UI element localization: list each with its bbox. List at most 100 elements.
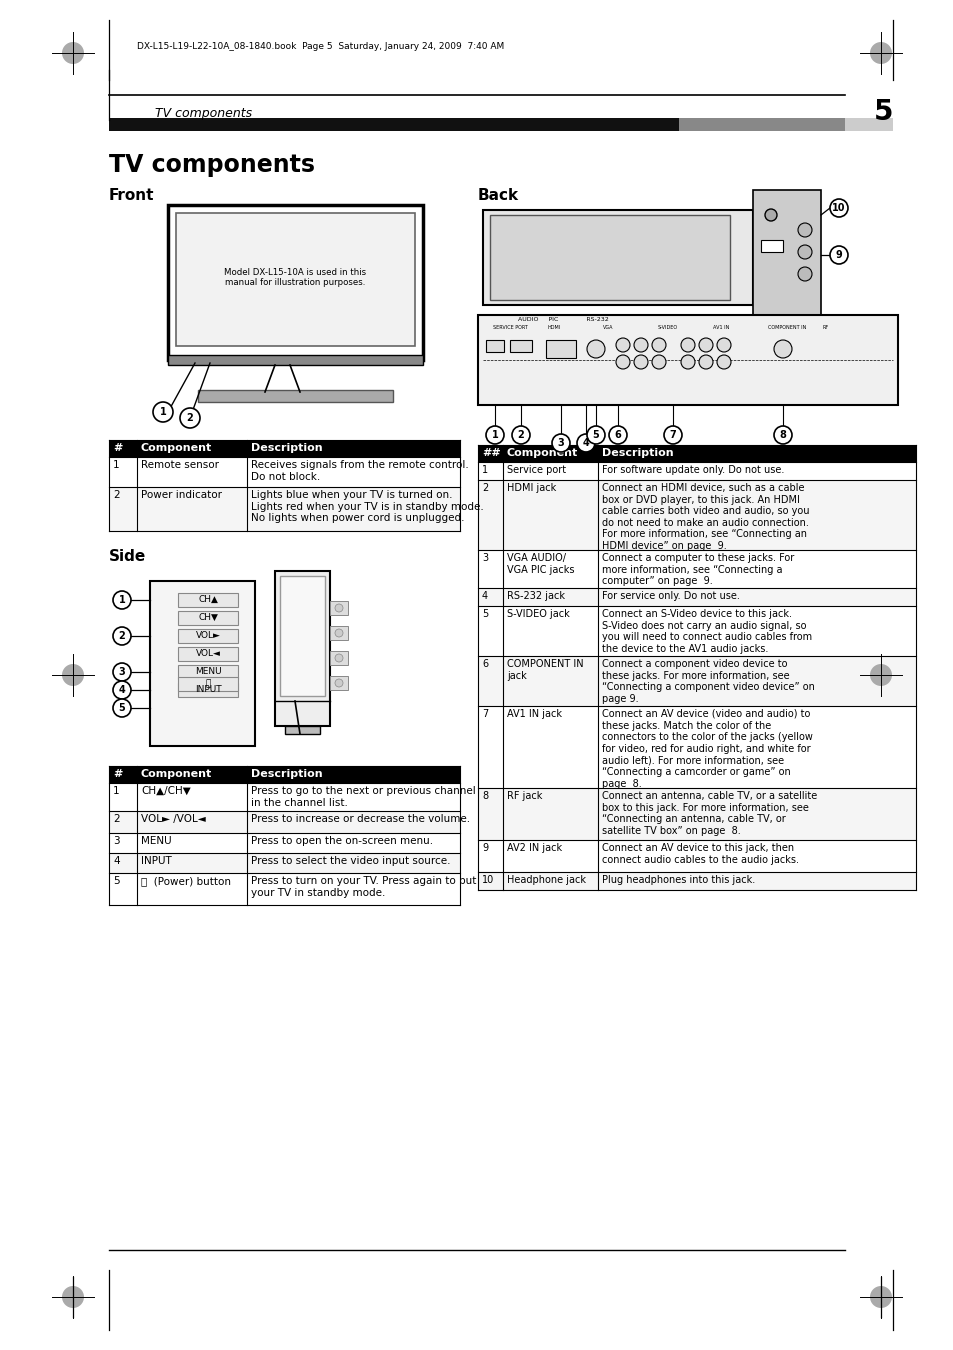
Text: 4: 4 — [582, 437, 589, 448]
Text: For software update only. Do not use.: For software update only. Do not use. — [601, 464, 783, 475]
Text: Description: Description — [601, 448, 673, 458]
Text: 1: 1 — [491, 431, 497, 440]
Bar — [330, 676, 348, 690]
Text: 3: 3 — [112, 836, 119, 846]
Circle shape — [634, 355, 647, 369]
Bar — [510, 340, 532, 352]
Circle shape — [717, 338, 730, 352]
Text: Side: Side — [109, 549, 146, 564]
Text: Headphone jack: Headphone jack — [506, 875, 585, 886]
Bar — [109, 853, 459, 873]
Bar — [477, 706, 915, 788]
Text: AV1 IN jack: AV1 IN jack — [506, 709, 561, 720]
Circle shape — [112, 680, 131, 699]
Circle shape — [62, 42, 84, 63]
Circle shape — [699, 338, 712, 352]
Bar — [109, 458, 459, 487]
Text: Component: Component — [141, 769, 212, 779]
Text: Connect a computer to these jacks. For
more information, see “Connecting a
compu: Connect a computer to these jacks. For m… — [601, 554, 794, 586]
Bar — [545, 340, 576, 358]
Circle shape — [797, 223, 811, 238]
Text: Connect an antenna, cable TV, or a satellite
box to this jack. For more informat: Connect an antenna, cable TV, or a satel… — [601, 791, 817, 836]
Text: 10: 10 — [831, 202, 845, 213]
Text: Connect an S-Video device to this jack.
S-Video does not carry an audio signal, : Connect an S-Video device to this jack. … — [601, 609, 811, 653]
Text: DX-L15-L19-L22-10A_08-1840.book  Page 5  Saturday, January 24, 2009  7:40 AM: DX-L15-L19-L22-10A_08-1840.book Page 5 S… — [137, 42, 504, 51]
Bar — [477, 315, 897, 405]
Text: Remote sensor: Remote sensor — [141, 460, 219, 470]
Text: 10: 10 — [481, 875, 494, 886]
Bar — [285, 726, 319, 734]
Circle shape — [651, 338, 665, 352]
Circle shape — [512, 427, 530, 444]
Text: ##: ## — [481, 448, 500, 458]
Bar — [109, 783, 459, 811]
Text: COMPONENT IN
jack: COMPONENT IN jack — [506, 659, 583, 680]
Bar — [477, 462, 915, 481]
Bar — [168, 205, 422, 360]
Bar — [175, 213, 415, 346]
Text: 6: 6 — [481, 659, 488, 670]
Text: ⏻  (Power) button: ⏻ (Power) button — [141, 876, 231, 886]
Text: Component: Component — [141, 443, 212, 454]
Circle shape — [829, 198, 847, 217]
Circle shape — [680, 355, 695, 369]
Text: Power indicator: Power indicator — [141, 490, 222, 500]
Text: 5: 5 — [592, 431, 598, 440]
Bar — [477, 872, 915, 890]
Text: HDMI jack: HDMI jack — [506, 483, 556, 493]
Circle shape — [869, 1287, 891, 1308]
Text: 2: 2 — [481, 483, 488, 493]
Bar — [477, 481, 915, 549]
Text: AUDIO     PIC              RS-232: AUDIO PIC RS-232 — [517, 317, 608, 323]
Text: 5: 5 — [481, 609, 488, 620]
Text: CH▼: CH▼ — [198, 613, 217, 622]
Circle shape — [773, 427, 791, 444]
Circle shape — [773, 340, 791, 358]
Bar — [485, 340, 503, 352]
Circle shape — [717, 355, 730, 369]
Bar — [274, 571, 330, 726]
Text: Lights blue when your TV is turned on.
Lights red when your TV is in standby mod: Lights blue when your TV is turned on. L… — [251, 490, 483, 524]
Text: 3: 3 — [118, 667, 125, 676]
Circle shape — [586, 340, 604, 358]
Text: TV components: TV components — [109, 153, 314, 177]
Circle shape — [152, 402, 172, 423]
Circle shape — [112, 591, 131, 609]
Bar — [178, 683, 237, 697]
Circle shape — [616, 338, 629, 352]
Text: 7: 7 — [669, 431, 676, 440]
Bar — [109, 811, 459, 833]
Text: Model DX-L15-10A is used in this
manual for illustration purposes.: Model DX-L15-10A is used in this manual … — [224, 267, 366, 288]
Circle shape — [112, 699, 131, 717]
Text: ⏻: ⏻ — [205, 679, 211, 688]
Bar — [198, 390, 393, 402]
Bar — [168, 355, 422, 364]
Bar — [477, 549, 915, 589]
Circle shape — [112, 663, 131, 680]
Text: 2: 2 — [118, 630, 125, 641]
Text: Receives signals from the remote control.
Do not block.: Receives signals from the remote control… — [251, 460, 468, 482]
Circle shape — [608, 427, 626, 444]
Text: #: # — [112, 443, 122, 454]
Text: 6: 6 — [614, 431, 620, 440]
Text: 4: 4 — [112, 856, 119, 865]
Circle shape — [869, 42, 891, 63]
Bar — [109, 487, 459, 531]
Bar — [482, 211, 752, 305]
Text: Connect a component video device to
these jacks. For more information, see
“Conn: Connect a component video device to thes… — [601, 659, 814, 703]
Text: SERVICE PORT: SERVICE PORT — [493, 325, 527, 329]
Circle shape — [829, 246, 847, 265]
Text: INPUT: INPUT — [141, 856, 172, 865]
Text: RF: RF — [822, 325, 828, 329]
Text: COMPONENT IN: COMPONENT IN — [767, 325, 805, 329]
Text: 1: 1 — [481, 464, 488, 475]
Bar — [679, 117, 844, 131]
Bar — [178, 593, 237, 608]
Text: Press to select the video input source.: Press to select the video input source. — [251, 856, 450, 865]
Circle shape — [616, 355, 629, 369]
Bar — [490, 215, 729, 300]
Circle shape — [112, 626, 131, 645]
Text: Connect an HDMI device, such as a cable
box or DVD player, to this jack. An HDMI: Connect an HDMI device, such as a cable … — [601, 483, 809, 551]
Text: 9: 9 — [481, 842, 488, 853]
Text: MENU: MENU — [141, 836, 172, 846]
